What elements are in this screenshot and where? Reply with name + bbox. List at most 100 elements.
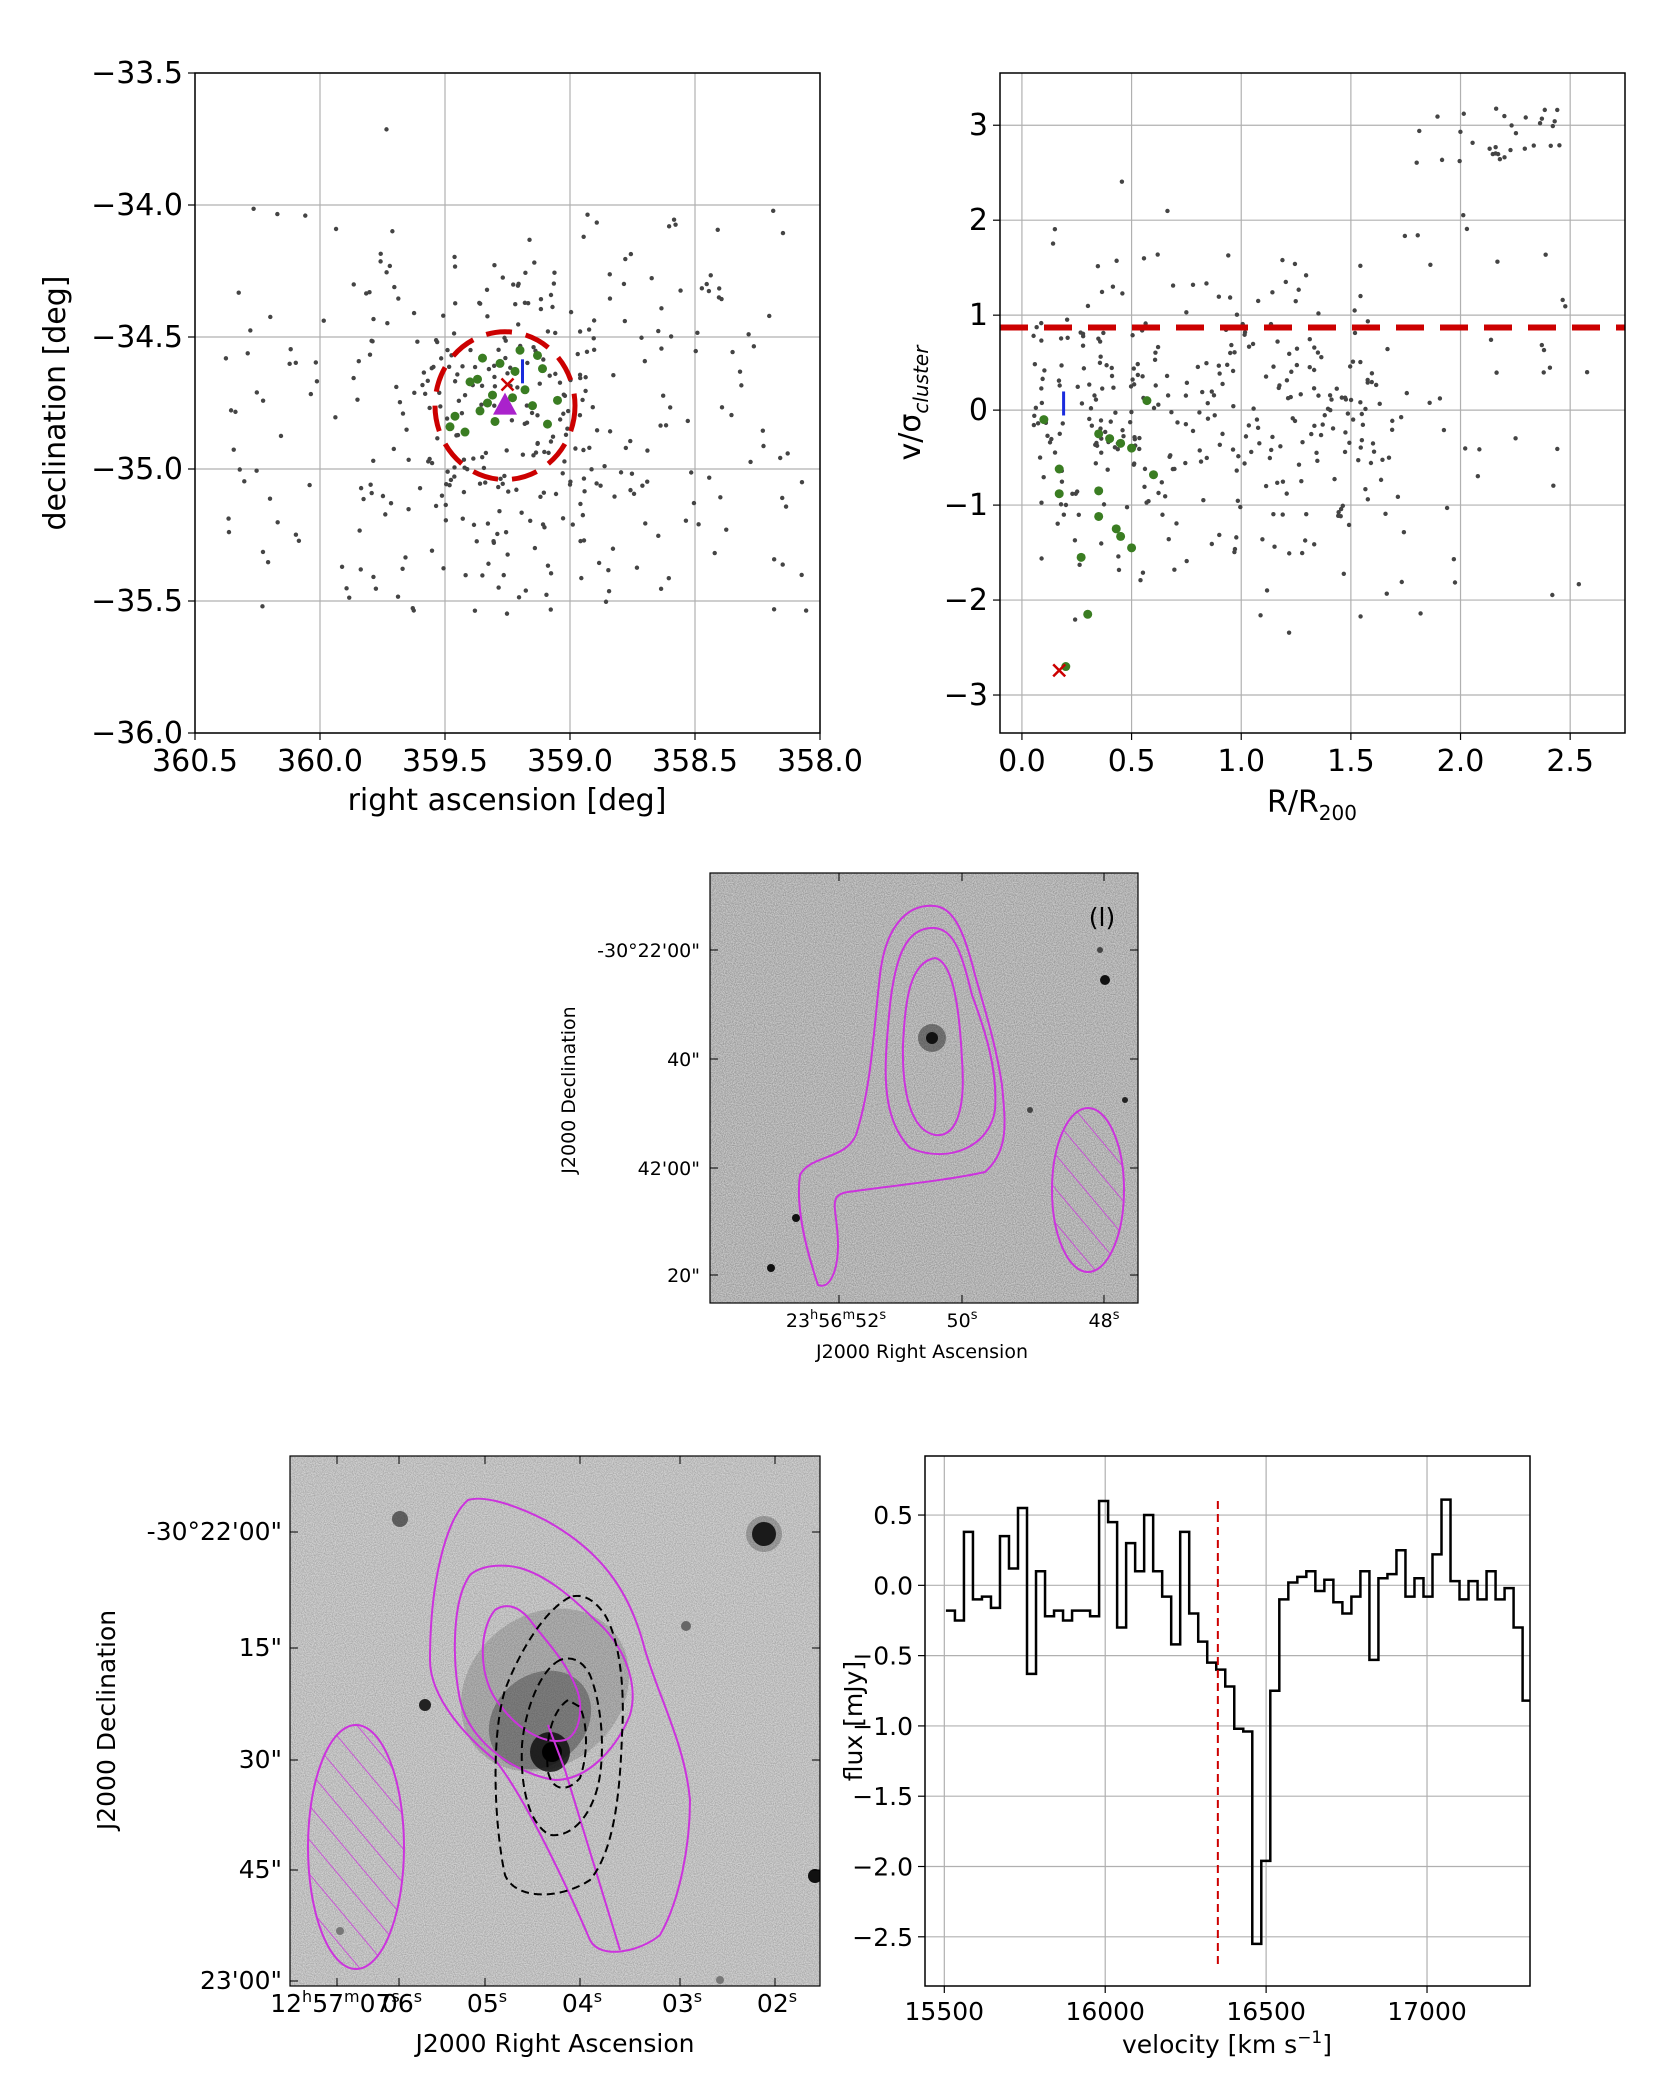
phase-space-point bbox=[1217, 532, 1222, 538]
phase-space-point bbox=[1293, 298, 1298, 304]
sky-map-point bbox=[553, 330, 558, 336]
sky-map-point bbox=[516, 322, 521, 327]
sky-map-point bbox=[445, 469, 450, 474]
phase-space-point bbox=[1137, 446, 1142, 452]
phase-space-point bbox=[1156, 490, 1161, 496]
sky-map-point bbox=[548, 439, 554, 444]
phase-space-point bbox=[1097, 360, 1103, 366]
phase-space-point bbox=[1303, 273, 1309, 278]
phase-space-point bbox=[1352, 308, 1357, 313]
phase-space-point bbox=[1229, 342, 1234, 348]
phase-space-point bbox=[1463, 446, 1468, 451]
sky-map-point bbox=[231, 447, 236, 452]
sky-map-point bbox=[485, 521, 491, 526]
sky-map-point bbox=[474, 539, 479, 544]
sky-map-point bbox=[248, 328, 253, 333]
sky-map-point bbox=[628, 251, 634, 257]
sky-map-point bbox=[293, 360, 298, 365]
sky-map-point bbox=[431, 364, 436, 370]
sky-map-point bbox=[275, 520, 280, 525]
sky-map-point bbox=[645, 448, 650, 453]
sky-map-point bbox=[565, 426, 570, 431]
phase-space-point bbox=[1457, 158, 1462, 164]
phase-space-point bbox=[1299, 478, 1304, 484]
sky-map-point bbox=[226, 516, 231, 521]
sky-map-point bbox=[356, 359, 361, 364]
phase-space-ytick: −3 bbox=[944, 678, 988, 713]
phase-space-point bbox=[1165, 393, 1171, 398]
phase-space-point bbox=[1334, 386, 1339, 391]
phase-space-point bbox=[1037, 455, 1043, 460]
phase-space-point bbox=[1076, 512, 1081, 517]
phase-space-point bbox=[1495, 259, 1500, 264]
sky-map-member bbox=[445, 422, 455, 432]
phase-space-point bbox=[1064, 317, 1070, 322]
sky-map-point bbox=[525, 301, 531, 306]
phase-space-point bbox=[1130, 333, 1135, 338]
sky-map-point bbox=[552, 270, 557, 275]
sky-map-point bbox=[296, 538, 302, 544]
sky-map-point bbox=[492, 374, 497, 380]
sky-map-point bbox=[568, 309, 574, 315]
phase-space-point bbox=[1072, 617, 1078, 622]
sky-map-point bbox=[523, 270, 528, 276]
phase-space-point bbox=[1172, 466, 1177, 472]
sky-map-point bbox=[525, 360, 530, 366]
phase-space-point bbox=[1560, 297, 1565, 303]
sky-map-point bbox=[581, 538, 587, 543]
sky-map-point bbox=[580, 397, 585, 403]
phase-space-point bbox=[1153, 350, 1158, 355]
image-bottom-ylabel: J2000 Declination bbox=[92, 1610, 121, 1832]
sky-map-point bbox=[591, 336, 596, 341]
phase-space-point bbox=[1061, 512, 1067, 517]
sky-map-point bbox=[451, 331, 457, 336]
phase-space-point bbox=[1289, 369, 1294, 374]
phase-space-point bbox=[1352, 330, 1358, 336]
phase-space-point bbox=[1120, 291, 1125, 296]
sky-map-point bbox=[400, 566, 405, 571]
phase-space-point bbox=[1316, 311, 1321, 316]
group-center-marker bbox=[493, 392, 517, 415]
phase-space-point bbox=[1497, 157, 1503, 162]
phase-space-point bbox=[1275, 480, 1280, 485]
sky-map-point bbox=[730, 349, 735, 355]
sky-map-xtick: 359.0 bbox=[527, 744, 613, 779]
sky-map-point bbox=[519, 510, 524, 515]
image-bottom-xtick-1: 06s bbox=[382, 1987, 422, 2018]
phase-space-point bbox=[1451, 557, 1457, 562]
sky-map-point bbox=[441, 566, 446, 571]
phase-space-point bbox=[1052, 226, 1058, 232]
sky-map-point bbox=[658, 586, 664, 592]
phase-space-point bbox=[1095, 263, 1101, 269]
sky-map-point bbox=[618, 470, 624, 475]
sky-map-point bbox=[553, 491, 559, 497]
sky-map-point bbox=[447, 483, 452, 488]
sky-map-point bbox=[505, 552, 510, 557]
sky-map-point bbox=[585, 212, 590, 217]
spectrum-ytick: 0.5 bbox=[873, 1501, 913, 1530]
phase-space-point bbox=[1555, 446, 1560, 452]
phase-space-point bbox=[1316, 393, 1321, 398]
phase-space-point bbox=[1522, 146, 1528, 151]
spectrum-xtick: 15500 bbox=[905, 1997, 985, 2026]
sky-map-point bbox=[223, 356, 229, 361]
phase-space-point bbox=[1346, 522, 1352, 528]
sky-map-point bbox=[267, 496, 273, 501]
sky-map-point bbox=[468, 347, 473, 353]
phase-space-point bbox=[1345, 411, 1351, 416]
sky-map-point bbox=[472, 364, 478, 370]
sky-map-point bbox=[561, 392, 566, 397]
sky-map-point bbox=[581, 447, 586, 453]
sky-map-point bbox=[799, 572, 804, 578]
phase-space-point bbox=[1322, 413, 1327, 418]
phase-space-point bbox=[1378, 477, 1384, 483]
phase-space-point bbox=[1116, 567, 1122, 573]
phase-space-point bbox=[1100, 386, 1105, 391]
image-bottom-xtick-0: 12h57m07s bbox=[270, 1987, 400, 2018]
phase-space-point bbox=[1211, 393, 1217, 398]
phase-space-point bbox=[1160, 512, 1165, 517]
sky-map-point bbox=[719, 296, 724, 302]
phase-space-point bbox=[1075, 384, 1080, 390]
phase-space-point bbox=[1184, 380, 1190, 386]
phase-space-point bbox=[1096, 336, 1101, 341]
